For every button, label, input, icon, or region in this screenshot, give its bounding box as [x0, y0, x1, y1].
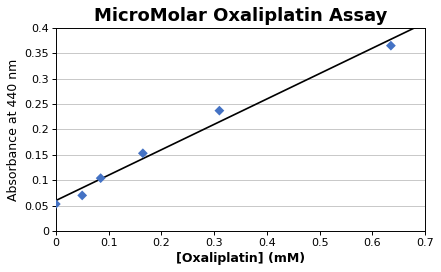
Y-axis label: Absorbance at 440 nm: Absorbance at 440 nm — [7, 58, 20, 200]
Point — [78, 193, 86, 197]
Point — [52, 202, 60, 206]
Point — [387, 44, 394, 48]
Point — [97, 176, 104, 180]
Point — [216, 109, 223, 113]
Point — [139, 151, 146, 156]
X-axis label: [Oxaliplatin] (mM): [Oxaliplatin] (mM) — [176, 252, 305, 265]
Title: MicroMolar Oxaliplatin Assay: MicroMolar Oxaliplatin Assay — [94, 7, 387, 25]
